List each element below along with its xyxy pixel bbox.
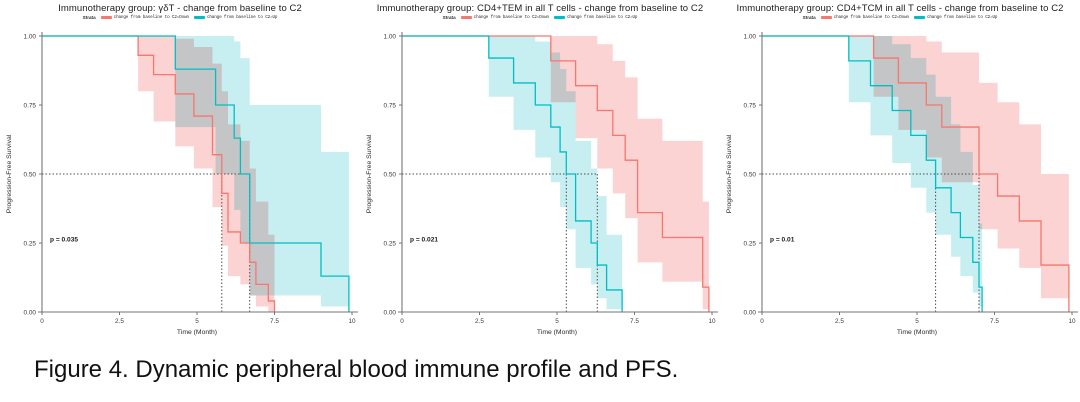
- legend-title: Strata: [82, 15, 96, 20]
- legend-item-down[interactable]: change from baseline to C2=Down: [460, 15, 549, 20]
- survival-curve[interactable]: [762, 35, 1070, 312]
- y-tick-label: 0.50: [24, 172, 37, 179]
- km-panel-row: Immunotherapy group: γδT - change from b…: [0, 0, 1080, 352]
- legend-label-up: change from baseline to C2=Up: [566, 15, 638, 20]
- legend-item-down[interactable]: change from baseline to C2=Down: [100, 15, 189, 20]
- legend-key-down: [460, 15, 472, 20]
- y-tick-label: 0.75: [744, 103, 757, 110]
- legend-title: Strata: [442, 15, 456, 20]
- x-tick-label: 0: [400, 318, 404, 325]
- x-tick-label: 0: [40, 318, 44, 325]
- p-value-label: p = 0.01: [770, 237, 795, 244]
- figure-caption: Figure 4. Dynamic peripheral blood immun…: [34, 356, 679, 383]
- legend-label-up: change from baseline to C2=Up: [926, 15, 998, 20]
- y-tick-label: 0.25: [744, 241, 757, 248]
- y-axis-label: Progression-Free Survival: [726, 134, 733, 213]
- y-tick-label: 1.00: [384, 34, 397, 41]
- x-tick-label: 2.5: [115, 318, 124, 325]
- panel-title: Immunotherapy group: CD4+TEM in all T ce…: [376, 3, 704, 14]
- p-value-label: p = 0.035: [50, 237, 78, 244]
- confidence-band: [762, 36, 1069, 312]
- x-axis-label: Time (Month): [177, 329, 217, 336]
- y-tick-label: 0.25: [384, 241, 397, 248]
- survival-curve[interactable]: [42, 35, 350, 312]
- y-tick-label: 0.00: [384, 310, 397, 317]
- legend-item-up[interactable]: change from baseline to C2=Up: [193, 15, 278, 20]
- legend-item-up[interactable]: change from baseline to C2=Up: [913, 15, 998, 20]
- km-plot: 0.00 0.25 0.50 0.75 1.00 0 2.5 5 7.5 10 Time (Mont…: [6, 32, 358, 336]
- y-tick-label: 0.00: [744, 310, 757, 317]
- y-tick-label: 0.50: [384, 172, 397, 179]
- panel-legend: Strata change from baseline to C2=Down c…: [360, 15, 720, 20]
- legend-label-down: change from baseline to C2=Down: [113, 15, 189, 20]
- survival-curve[interactable]: [42, 35, 276, 312]
- x-tick-label: 7.5: [270, 318, 279, 325]
- x-tick-label: 0: [760, 318, 764, 325]
- legend-key-up: [193, 15, 205, 20]
- legend-label-down: change from baseline to C2=Down: [833, 15, 909, 20]
- legend-item-up[interactable]: change from baseline to C2=Up: [553, 15, 638, 20]
- x-tick-label: 7.5: [630, 318, 639, 325]
- panel-legend: Strata change from baseline to C2=Down c…: [0, 15, 360, 20]
- panel-title: Immunotherapy group: γδT - change from b…: [58, 3, 302, 14]
- legend-key-down: [100, 15, 112, 20]
- survival-curve[interactable]: [402, 35, 710, 312]
- legend-label-up: change from baseline to C2=Up: [206, 15, 278, 20]
- km-panel-gdt: Immunotherapy group: γδT - change from b…: [0, 0, 360, 352]
- legend-key-up: [553, 15, 565, 20]
- y-tick-label: 0.25: [24, 241, 37, 248]
- legend-label-down: change from baseline to C2=Down: [473, 15, 549, 20]
- confidence-band: [402, 36, 709, 312]
- x-tick-label: 5: [915, 318, 919, 325]
- legend-item-down[interactable]: change from baseline to C2=Down: [820, 15, 909, 20]
- survival-curve[interactable]: [762, 35, 983, 312]
- km-panel-cd4tcm: Immunotherapy group: CD4+TCM in all T ce…: [720, 0, 1080, 352]
- x-tick-label: 2.5: [475, 318, 484, 325]
- km-plot: 0.00 0.25 0.50 0.75 1.00 0 2.5 5 7.5 10 Time (Mont…: [726, 32, 1078, 336]
- x-tick-label: 10: [708, 318, 716, 325]
- x-tick-label: 2.5: [835, 318, 844, 325]
- x-tick-label: 10: [348, 318, 356, 325]
- y-tick-label: 1.00: [744, 34, 757, 41]
- x-axis-label: Time (Month): [537, 329, 577, 336]
- panel-title: Immunotherapy group: CD4+TCM in all T ce…: [736, 3, 1064, 14]
- legend-title: Strata: [802, 15, 816, 20]
- panel-legend: Strata change from baseline to C2=Down c…: [720, 15, 1080, 20]
- km-panel-cd4tem: Immunotherapy group: CD4+TEM in all T ce…: [360, 0, 720, 352]
- x-tick-label: 5: [555, 318, 559, 325]
- y-tick-label: 0.50: [744, 172, 757, 179]
- legend-key-down: [820, 15, 832, 20]
- km-plot: 0.00 0.25 0.50 0.75 1.00 0 2.5 5 7.5 10 Time (Mont…: [366, 32, 718, 336]
- x-axis-label: Time (Month): [897, 329, 937, 336]
- x-tick-label: 5: [195, 318, 199, 325]
- y-tick-label: 1.00: [24, 34, 37, 41]
- confidence-band: [402, 36, 623, 312]
- legend-key-up: [913, 15, 925, 20]
- y-axis-label: Progression-Free Survival: [366, 134, 373, 213]
- survival-curve[interactable]: [402, 35, 623, 312]
- y-tick-label: 0.75: [384, 103, 397, 110]
- y-tick-label: 0.00: [24, 310, 37, 317]
- p-value-label: p = 0.021: [410, 237, 438, 244]
- y-axis-label: Progression-Free Survival: [6, 134, 13, 213]
- x-tick-label: 10: [1068, 318, 1076, 325]
- y-tick-label: 0.75: [24, 103, 37, 110]
- x-tick-label: 7.5: [990, 318, 999, 325]
